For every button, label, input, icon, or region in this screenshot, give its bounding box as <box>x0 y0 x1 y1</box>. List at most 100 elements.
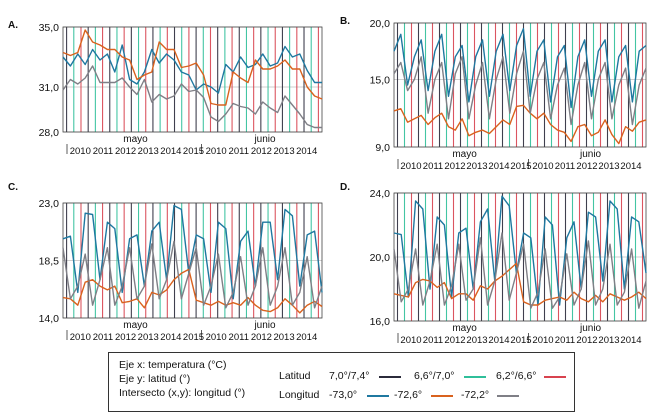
panel-4-year-label: 2014 <box>620 335 641 346</box>
legend-lon-swatch-2 <box>431 395 453 397</box>
panel-label-2: B. <box>340 16 350 27</box>
panel-1-ytick-label: 28,0 <box>39 127 60 139</box>
panel-2-year-label: 2012 <box>444 161 465 172</box>
panel-label-3: C. <box>8 182 18 193</box>
panel-3-year-label: 2012 <box>251 332 272 343</box>
panel-2-series-lon_orange <box>393 104 647 145</box>
panel-1-series-lon_blue <box>62 44 322 94</box>
panel-4-year-label: 2010 <box>532 335 553 346</box>
panel-1-ytick-label: 31,0 <box>39 82 60 94</box>
panel-3-month-label: mayo <box>123 320 148 331</box>
panel-3-year-label: 2011 <box>229 332 249 343</box>
legend-lon-swatch-3 <box>497 395 519 397</box>
panel-4-year-label: 2013 <box>598 335 619 346</box>
panel-4-year-label: 2010 <box>400 335 421 346</box>
panel-1-series-lon_orange <box>62 29 323 106</box>
panel-1-series-lon_gray <box>62 65 322 129</box>
panel-1-year-label: 2012 <box>115 146 136 157</box>
legend-lat-swatch-2 <box>464 376 486 378</box>
legend-lat-swatch-3 <box>544 376 566 378</box>
panel-2-month-label: junio <box>579 149 602 160</box>
panel-1-year-label: 2013 <box>138 146 159 157</box>
legend-axis-x-text: Eje x: temperatura (°C) <box>119 359 227 371</box>
panel-1-year-label: 2014 <box>160 146 181 157</box>
panel-3-ytick-label: 18,5 <box>39 256 60 268</box>
panel-3-year-label: 2012 <box>115 332 136 343</box>
panel-4-series-lon_orange <box>393 262 647 306</box>
panel-label-1: A. <box>8 20 18 31</box>
panel-1-year-label: 2012 <box>251 146 272 157</box>
panel-2-frame <box>393 22 647 148</box>
panel-4-year-label: 2011 <box>423 335 443 346</box>
panel-3-month-label: junio <box>253 320 276 331</box>
panel-3-year-label: 2015 <box>183 332 204 343</box>
legend-lat-swatch-1 <box>379 376 401 378</box>
panel-1-year-label: 2010 <box>70 146 91 157</box>
panel-2-series-lon_blue <box>393 27 647 109</box>
panel-4-ytick-label: 16,0 <box>370 316 391 328</box>
panel-1-year-label: 2013 <box>273 146 294 157</box>
panel-4-year-label: 2014 <box>488 335 509 346</box>
panel-2-year-label: 2011 <box>423 161 443 172</box>
panel-1-frame <box>62 26 323 133</box>
panel-1-year-label: 2015 <box>183 146 204 157</box>
panel-3-year-label: 2010 <box>70 332 91 343</box>
panel-2-year-label: 2010 <box>400 161 421 172</box>
panel-3-year-label: 2013 <box>273 332 294 343</box>
panel-2-year-label: 2010 <box>532 161 553 172</box>
panel-1-year-label: 2011 <box>229 146 249 157</box>
legend-longitude-title: Longitud <box>279 389 320 401</box>
panel-1-year-label: 2014 <box>296 146 317 157</box>
legend-lon-label-1: -73,0° <box>329 389 358 401</box>
panel-1-month-label: mayo <box>123 134 148 145</box>
panel-4-ytick-label: 20,0 <box>370 252 391 264</box>
panel-4-month-label: mayo <box>452 323 477 334</box>
legend-lon-swatch-1 <box>367 395 389 397</box>
panel-3-year-label: 2011 <box>93 332 113 343</box>
legend-lon-label-2: -72,6° <box>394 389 423 401</box>
panel-4-series-lon_blue <box>393 195 647 306</box>
panel-2-year-label: 2013 <box>466 161 487 172</box>
panel-1-month-label: junio <box>253 134 276 145</box>
panel-1-year-label: 2010 <box>206 146 227 157</box>
legend-lon-label-3: -72,2° <box>461 389 490 401</box>
panel-3-year-label: 2014 <box>160 332 181 343</box>
panel-label-4: D. <box>340 182 350 193</box>
panel-2-year-label: 2012 <box>576 161 597 172</box>
panel-2-year-label: 2014 <box>620 161 641 172</box>
panel-3-ytick-label: 23,0 <box>39 198 60 210</box>
panel-3-ytick-label: 14,0 <box>39 313 60 325</box>
legend-axis-y-text: Eje y: latitud (°) <box>119 373 191 385</box>
legend-lat-label-3: 6,2°/6,6° <box>496 370 537 382</box>
legend-lat-label-2: 6,6°/7,0° <box>414 370 455 382</box>
panel-3-year-label: 2014 <box>296 332 317 343</box>
panel-2-year-label: 2011 <box>555 161 575 172</box>
panel-4-year-label: 2012 <box>576 335 597 346</box>
panel-4-frame <box>393 192 647 322</box>
panel-3-series-lon_orange <box>62 268 323 314</box>
panel-4-year-label: 2015 <box>510 335 531 346</box>
panel-3-frame <box>62 202 323 319</box>
panel-4-year-label: 2012 <box>444 335 465 346</box>
panel-2-ytick-label: 20,0 <box>370 18 391 30</box>
panel-3-year-label: 2010 <box>206 332 227 343</box>
panel-3-series-lon_blue <box>62 204 323 300</box>
panel-3-series-lon_gray <box>62 240 323 309</box>
panel-1-ytick-label: 35,0 <box>39 22 60 34</box>
panel-2-month-label: mayo <box>452 149 477 160</box>
panel-4-year-label: 2011 <box>555 335 575 346</box>
legend-axis-xy-text: Intersecto (x,y): longitud (°) <box>119 387 246 399</box>
panel-4-year-label: 2013 <box>466 335 487 346</box>
panel-4-month-label: junio <box>579 323 602 334</box>
panel-2-year-label: 2015 <box>510 161 531 172</box>
panel-2-year-label: 2013 <box>598 161 619 172</box>
legend-lat-label-1: 7,0°/7,4° <box>329 370 370 382</box>
panel-2-ytick-label: 15,0 <box>370 74 391 86</box>
legend-latitude-title: Latitud <box>279 370 311 382</box>
panel-4-ytick-label: 24,0 <box>370 188 391 200</box>
panel-4-series-lon_gray <box>393 232 647 309</box>
panel-2-year-label: 2014 <box>488 161 509 172</box>
panel-2-ytick-label: 9,0 <box>375 142 390 154</box>
legend-box: Eje x: temperatura (°C) Eje y: latitud (… <box>108 352 575 412</box>
